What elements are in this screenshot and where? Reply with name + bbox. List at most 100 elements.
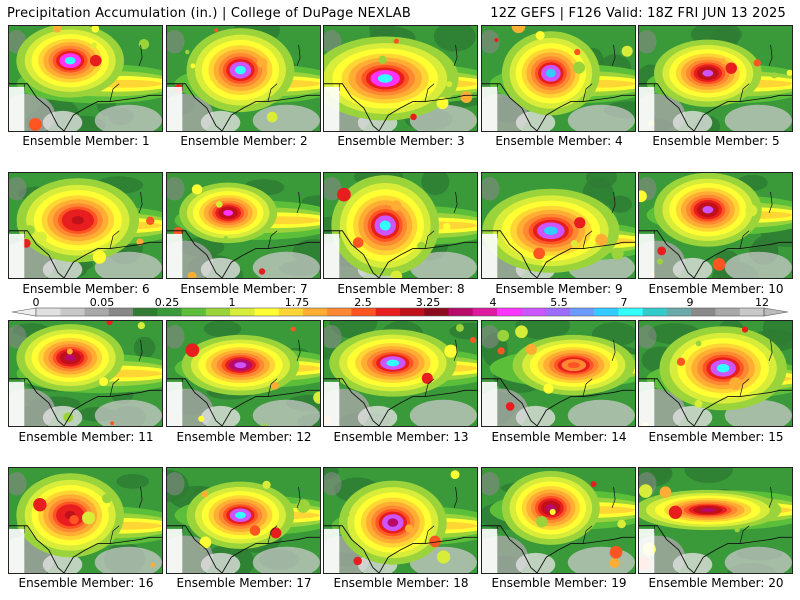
precip-cell: [404, 524, 414, 533]
precip-cell: [187, 271, 197, 278]
no-data-area: [9, 86, 25, 131]
precip-cell: [570, 240, 578, 247]
dry-area: [482, 471, 500, 496]
precip-map: [324, 26, 477, 131]
dry-area: [167, 176, 185, 201]
ensemble-member-label: Ensemble Member: 14: [491, 430, 627, 444]
precip-cell: [341, 510, 350, 518]
ensemble-map-panel: [323, 320, 478, 427]
colorbar-swatch: [230, 308, 255, 316]
colorbar-swatch: [60, 308, 86, 316]
state-border: [453, 486, 458, 509]
precip-cell: [91, 42, 97, 48]
precip-map: [167, 468, 320, 573]
precip-map: [9, 468, 162, 573]
ensemble-member-label: Ensemble Member: 20: [648, 576, 784, 590]
dry-area: [409, 251, 477, 278]
ensemble-member-label: Ensemble Member: 9: [495, 282, 623, 296]
precip-cell: [223, 235, 229, 241]
precip-cell: [617, 519, 626, 529]
precip-cell: [741, 326, 749, 333]
precip-cell: [455, 323, 464, 332]
ensemble-member-label: Ensemble Member: 5: [652, 134, 780, 148]
precip-cell: [99, 377, 109, 387]
dry-area: [724, 251, 792, 278]
precip-cell: [249, 525, 261, 536]
precip-cell: [215, 201, 223, 208]
precip-cell: [262, 480, 271, 489]
precip-contour: [71, 216, 84, 225]
state-border: [296, 339, 301, 362]
precip-patch: [515, 321, 571, 340]
colorbar-label: 0.25: [154, 296, 180, 309]
colorbar-frame: [35, 307, 765, 317]
precip-map: [482, 468, 635, 573]
precip-cell: [725, 62, 737, 74]
precip-cell: [712, 257, 726, 271]
colorbar-swatch: [108, 308, 134, 316]
precip-cell: [525, 343, 537, 355]
precip-contour: [377, 74, 393, 83]
state-border: [611, 339, 616, 362]
precip-map: [167, 321, 320, 426]
precip-patch: [433, 26, 476, 52]
colorbar-swatch: [36, 308, 61, 316]
no-data-area: [324, 381, 340, 426]
no-data-area: [482, 528, 498, 573]
precip-cell: [137, 321, 146, 330]
precip-cell: [460, 91, 473, 103]
precip-cell: [446, 81, 453, 88]
no-data-area: [482, 381, 498, 426]
ensemble-member-label: Ensemble Member: 6: [22, 282, 150, 296]
colorbar-label: 0: [32, 296, 40, 309]
colorbar-swatch: [497, 308, 522, 316]
precip-cell: [138, 39, 150, 50]
ensemble-map-panel: [323, 467, 478, 574]
precip-cell: [729, 377, 742, 391]
colorbar-label: 12: [755, 296, 769, 309]
precip-cell: [33, 498, 47, 512]
dry-area: [167, 471, 185, 496]
precip-contour: [702, 69, 714, 77]
model-run-info: 12Z GEFS | F126 Valid: 18Z FRI JUN 13 20…: [490, 6, 786, 21]
colorbar-swatch: [448, 308, 474, 316]
precip-contour: [702, 206, 714, 214]
precip-cell: [378, 55, 387, 64]
state-border: [138, 486, 143, 509]
precip-cell: [24, 225, 35, 236]
precip-cell: [511, 26, 526, 34]
colorbar-label: 1.75: [284, 296, 310, 309]
precip-cell: [786, 69, 792, 76]
ensemble-map-panel: [638, 320, 793, 427]
state-border: [611, 191, 616, 214]
no-data-area: [167, 528, 183, 573]
precip-cell: [657, 246, 667, 256]
precip-cell: [110, 421, 115, 426]
colorbar-swatch: [302, 308, 328, 316]
precip-cell: [659, 486, 672, 498]
state-border: [138, 339, 143, 362]
ensemble-map-panel: [638, 25, 793, 132]
colorbar-swatch: [666, 308, 692, 316]
colorbar-swatch: [327, 308, 352, 316]
precip-cell: [410, 113, 417, 121]
colorbar-label: 9: [686, 296, 694, 309]
colorbar-swatch: [84, 308, 110, 316]
map-title: Precipitation Accumulation (in.) | Colle…: [7, 6, 412, 21]
ensemble-map-panel: [8, 467, 163, 574]
precip-cell: [609, 557, 620, 568]
no-data-area: [9, 528, 25, 573]
ensemble-map-panel: [481, 467, 636, 574]
precip-cell: [734, 526, 740, 533]
precip-cell: [450, 470, 460, 480]
colorbar-swatch: [739, 308, 765, 316]
precip-cell: [390, 270, 403, 278]
ensemble-map-panel: [166, 467, 321, 574]
precip-cell: [313, 391, 320, 404]
dry-area: [167, 29, 185, 54]
colorbar-swatch: [691, 308, 716, 316]
precip-cell: [549, 508, 556, 515]
colorbar-label: 2.5: [354, 296, 372, 309]
precip-cell: [257, 57, 268, 68]
no-data-area: [482, 86, 498, 131]
